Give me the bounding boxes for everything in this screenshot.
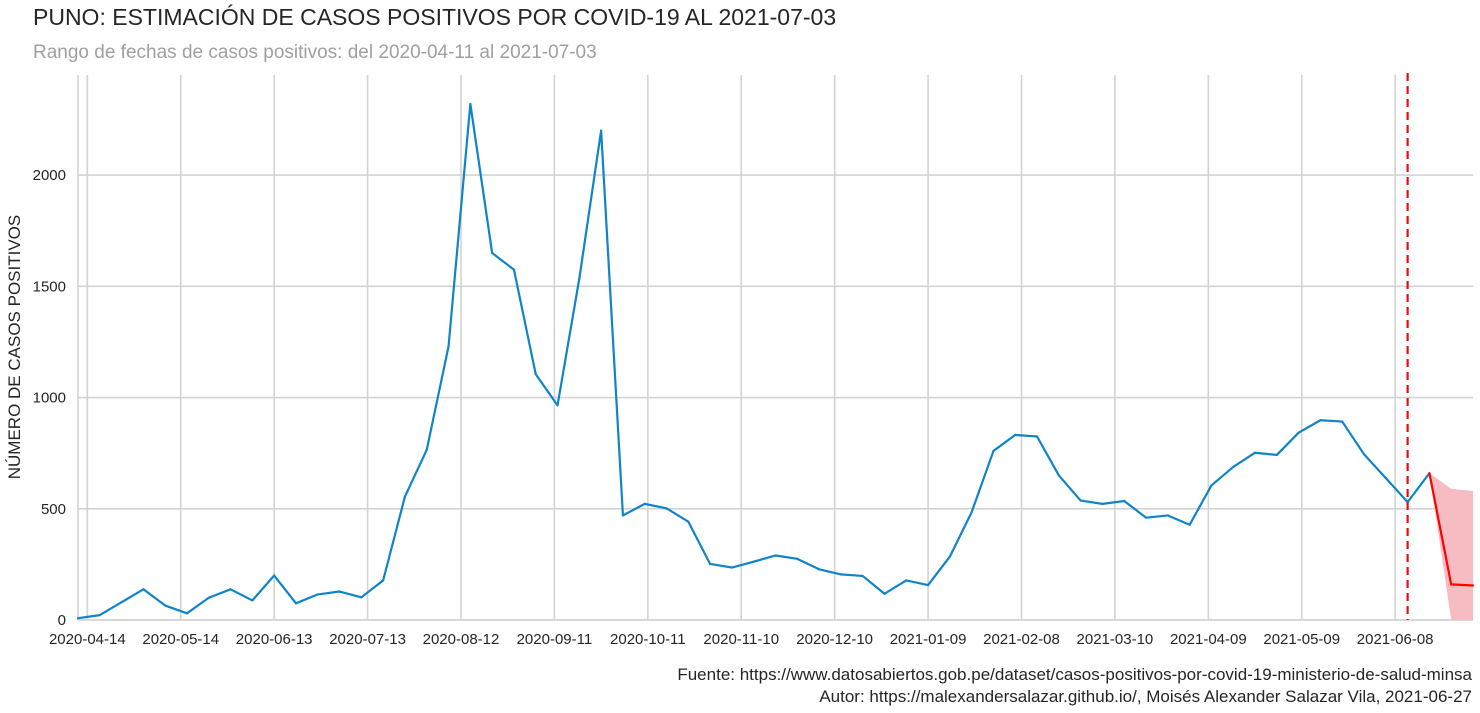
data-point xyxy=(1014,433,1017,437)
data-point xyxy=(1035,435,1039,438)
data-point xyxy=(1144,516,1148,519)
x-tick-label: 2021-04-09 xyxy=(1170,631,1247,648)
data-point xyxy=(926,583,930,587)
data-point xyxy=(948,555,951,558)
data-point xyxy=(1341,420,1344,423)
data-point xyxy=(1297,431,1300,434)
data-point xyxy=(1362,453,1366,456)
data-point xyxy=(556,404,559,407)
confidence-band xyxy=(1429,473,1473,620)
data-point xyxy=(185,612,189,615)
data-point xyxy=(207,596,210,599)
data-point xyxy=(1079,499,1082,502)
x-tick-label: 2020-08-12 xyxy=(423,631,500,648)
y-tick-label: 500 xyxy=(41,501,66,518)
tick-labels: 2020-04-14 2020-05-14 2020-06-13 2020-07-13… xyxy=(33,167,1434,648)
data-point xyxy=(1232,465,1235,469)
data-point xyxy=(491,251,494,255)
y-axis-label: NÚMERO DE CASOS POSITIVOS xyxy=(5,215,24,480)
data-point xyxy=(1166,514,1169,517)
data-point xyxy=(120,601,123,604)
data-point xyxy=(861,574,864,578)
x-tick-label: 2020-09-11 xyxy=(517,631,593,648)
data-point xyxy=(578,277,581,280)
x-tick-label: 2020-11-10 xyxy=(703,631,779,648)
x-tick-label: 2020-07-13 xyxy=(329,631,406,648)
data-point xyxy=(512,268,516,271)
data-point xyxy=(905,579,908,582)
data-point xyxy=(1210,484,1213,487)
data-point xyxy=(360,596,363,599)
data-point xyxy=(752,560,755,563)
forecast-point xyxy=(1450,583,1453,586)
source-note: Fuente: https://www.datosabiertos.gob.pe… xyxy=(677,665,1472,684)
data-point xyxy=(382,579,385,582)
axes xyxy=(77,75,1473,621)
forecast-point xyxy=(1428,472,1431,475)
data-point xyxy=(883,592,886,595)
data-point xyxy=(665,507,668,510)
data-point xyxy=(447,345,450,348)
data-point xyxy=(730,566,734,569)
x-tick-label: 2021-03-10 xyxy=(1077,631,1154,648)
x-tick-label: 2021-05-09 xyxy=(1263,631,1340,648)
data-point xyxy=(76,617,80,620)
x-tick-label: 2021-02-08 xyxy=(983,631,1060,648)
x-tick-label: 2020-06-13 xyxy=(236,631,313,648)
y-tick-label: 1500 xyxy=(33,278,66,295)
data-point xyxy=(1275,453,1278,457)
observed-line xyxy=(77,102,1431,620)
data-point xyxy=(316,593,319,596)
data-point xyxy=(273,574,276,577)
y-tick-label: 0 xyxy=(58,612,66,629)
grid xyxy=(78,75,1473,621)
data-point xyxy=(643,502,646,505)
data-point xyxy=(1188,523,1191,526)
data-point xyxy=(1384,476,1387,480)
data-point xyxy=(294,602,298,605)
x-tick-label: 2020-04-14 xyxy=(49,631,126,648)
footer: Fuente: https://www.datosabiertos.gob.pe… xyxy=(677,664,1472,708)
chart-subtitle: Rango de fechas de casos positivos: del … xyxy=(33,42,597,63)
data-point xyxy=(1057,474,1060,477)
data-point xyxy=(98,614,101,617)
data-point xyxy=(1101,502,1104,505)
data-point xyxy=(425,448,428,451)
y-tick-label: 2000 xyxy=(33,167,66,184)
data-point xyxy=(1319,419,1322,422)
data-point xyxy=(970,511,973,514)
data-point xyxy=(469,102,472,106)
x-tick-label: 2021-01-09 xyxy=(890,631,967,648)
forecast-point xyxy=(1471,584,1475,587)
x-tick-label: 2020-10-11 xyxy=(610,631,686,648)
data-point xyxy=(403,495,407,498)
data-point xyxy=(817,568,821,571)
data-point xyxy=(992,449,995,453)
data-point xyxy=(1253,451,1257,454)
data-point xyxy=(774,554,777,557)
y-tick-label: 1000 xyxy=(33,390,66,407)
data-point xyxy=(796,557,799,560)
data-point xyxy=(1123,499,1126,503)
data-point xyxy=(251,599,254,602)
data-point xyxy=(600,129,603,132)
series xyxy=(76,102,1475,620)
x-tick-label: 2020-05-14 xyxy=(142,631,219,648)
data-point xyxy=(164,604,167,607)
data-point xyxy=(229,588,232,591)
x-tick-label: 2021-06-08 xyxy=(1357,631,1434,648)
data-point xyxy=(839,573,842,576)
data-point xyxy=(621,514,625,517)
data-point xyxy=(142,588,145,591)
forecast-band xyxy=(1429,473,1473,620)
chart-title: PUNO: ESTIMACIÓN DE CASOS POSITIVOS POR … xyxy=(33,4,837,30)
author-note: Autor: https://malexandersalazar.github.… xyxy=(819,687,1472,706)
data-point xyxy=(534,373,537,376)
data-point xyxy=(687,520,690,523)
data-point xyxy=(338,590,341,593)
data-point xyxy=(709,562,712,566)
x-tick-label: 2020-12-10 xyxy=(796,631,873,648)
